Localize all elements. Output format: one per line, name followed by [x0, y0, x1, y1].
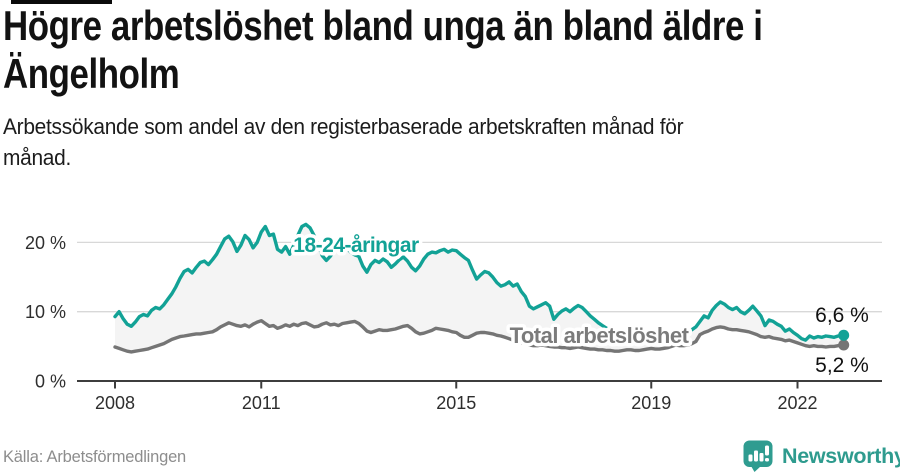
- young-series-label: 18-24-åringar: [293, 234, 419, 257]
- total-line: [113, 319, 844, 354]
- total-series-label: Total arbetslöshet: [510, 323, 690, 348]
- source-note: Källa: Arbetsförmedlingen: [3, 448, 187, 466]
- newsworthy-icon: [743, 440, 773, 472]
- page-title-line-1: Högre arbetslöshet bland unga än bland ä…: [3, 2, 763, 49]
- young-line: [113, 222, 844, 342]
- x-tick-label-2019: 2019: [631, 393, 671, 413]
- chart-subtitle-line-2: månad.: [3, 145, 72, 170]
- page-title-line-2: Ängelholm: [3, 50, 180, 97]
- total-end-value-label: 5,2 %: [815, 354, 869, 377]
- y-tick-label-10: 10 %: [25, 302, 66, 322]
- chart-subtitle-line-1: Arbetssökande som andel av den registerb…: [3, 114, 684, 139]
- total-end-dot: [838, 339, 850, 351]
- area-between-series: [115, 224, 843, 352]
- x-tick-label-2011: 2011: [242, 393, 281, 413]
- x-tick-label-2015: 2015: [436, 393, 476, 413]
- y-tick-label-20: 20 %: [25, 233, 66, 253]
- young-end-value-label: 6,6 %: [815, 304, 869, 327]
- brand-name: Newsworthy: [782, 443, 900, 468]
- top-artifact-bar: [11, 0, 112, 4]
- x-tick-label-2008: 2008: [95, 393, 135, 413]
- page-title: Högre arbetslöshet bland unga än bland ä…: [3, 2, 900, 98]
- y-tick-label-0: 0 %: [35, 372, 66, 392]
- brand-logo: Newsworthy: [742, 440, 900, 472]
- x-tick-label-2022: 2022: [777, 393, 817, 413]
- young-end-dot: [838, 329, 850, 341]
- chart-subtitle: Arbetssökande som andel av den registerb…: [3, 111, 883, 173]
